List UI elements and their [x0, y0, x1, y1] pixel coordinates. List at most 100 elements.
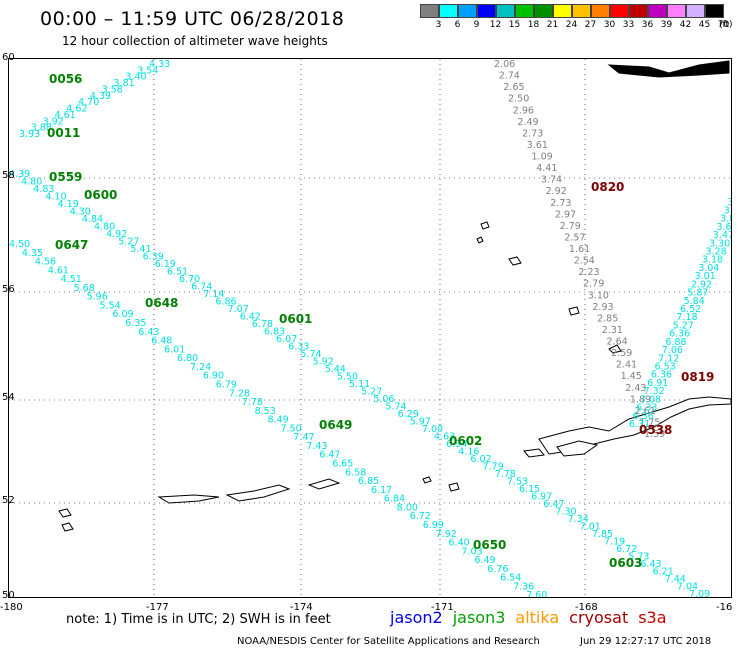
wave-height-label: 4.92	[106, 229, 127, 240]
pass-time-label: 0820	[591, 180, 624, 194]
wave-height-label: 5.11	[349, 379, 370, 390]
wave-height-label: 2.54	[574, 256, 595, 267]
wave-height-label: 5.74	[385, 402, 406, 413]
wave-height-label: 5.27	[361, 387, 382, 398]
wave-height-label: 8.53	[255, 406, 276, 417]
wave-height-label: 2.41	[616, 360, 637, 371]
wave-height-label: 6.97	[531, 492, 552, 503]
pass-time-label: 0600	[84, 188, 117, 202]
wave-height-label: 8.00	[397, 502, 418, 513]
page-subtitle: 12 hour collection of altimeter wave hei…	[62, 34, 328, 48]
wave-height-label: 6.74	[191, 282, 212, 293]
legend-swatch	[515, 4, 534, 18]
wave-height-label: 6.83	[264, 327, 285, 338]
wave-height-label: 6.40	[449, 538, 470, 549]
wave-height-label: 4.63	[434, 432, 455, 443]
legend-label: 18	[527, 20, 540, 30]
wave-height-label: 6.53	[655, 362, 676, 373]
pass-time-label: 0819	[681, 370, 714, 384]
legend-swatch	[496, 4, 515, 18]
legend-swatch	[610, 4, 629, 18]
coastline	[58, 60, 732, 532]
legend-swatch	[439, 4, 458, 18]
wave-height-label: 5.54	[100, 301, 121, 312]
grid	[9, 59, 731, 597]
legend-label: 6	[454, 20, 461, 30]
wave-height-label: 2.59	[611, 348, 632, 359]
wave-height-label: 5.68	[74, 283, 95, 294]
map-panel: 4.33 3.54 3.40 3.81 3.58 4.39 4.70 4.62 4.61 3.92…	[8, 58, 740, 610]
map-canvas: 4.333.543.403.813.584.394.704.624.613.92…	[9, 59, 740, 610]
wave-height-label: 4.51	[61, 274, 82, 285]
wave-height-label: 6.15	[519, 484, 540, 495]
track-labels: 4.333.543.403.813.584.394.704.624.613.92…	[9, 59, 740, 610]
legend-label: 45	[698, 20, 711, 30]
wave-height-label: 4.50	[9, 239, 30, 250]
pass-time-label: 0649	[319, 418, 352, 432]
wave-height-label: 4.84	[82, 214, 103, 225]
wave-height-label: 7.19	[604, 537, 625, 548]
wave-height-label: 5.73	[628, 552, 649, 563]
wave-height-label: 7.53	[507, 477, 528, 488]
x-tick-label: -168	[575, 602, 598, 613]
wave-height-label: 2.96	[513, 105, 534, 116]
x-tick-label: -177	[146, 602, 169, 613]
wave-height-label: 7.01	[580, 522, 601, 533]
x-tick-label: -16	[716, 602, 733, 613]
y-tick-label: 54	[2, 392, 15, 403]
wave-height-label: 4.39	[9, 169, 30, 180]
y-tick-label: 50	[2, 590, 15, 601]
wave-height-label: 1.09	[532, 152, 553, 163]
pass-time-label: 0538	[639, 423, 672, 437]
wave-height-label: 3.40	[125, 72, 146, 83]
wave-height-label: 5.44	[325, 364, 346, 375]
wave-height-label: 6.17	[371, 485, 392, 496]
wave-height-label: 7.36	[513, 581, 534, 592]
legend-swatch	[553, 4, 572, 18]
wave-height-label: 6.07	[276, 334, 297, 345]
wave-height-label: 3.93	[19, 129, 40, 140]
wave-height-label: 5.06	[373, 394, 394, 405]
wave-height-label: 2.43	[625, 383, 646, 394]
wave-height-label: 7.24	[190, 362, 211, 373]
wave-height-label: 2.61	[635, 406, 656, 417]
wave-height-label: 3.28	[706, 247, 727, 258]
wave-height-label: 4.56	[35, 257, 56, 268]
wave-height-label: 4.10	[45, 192, 66, 203]
legend-swatch	[572, 4, 591, 18]
wave-height-label: 6.72	[410, 511, 431, 522]
wave-height-label: 6.54	[500, 573, 521, 584]
wave-height-label: 3.54	[137, 65, 158, 76]
wave-height-label: 6.80	[177, 353, 198, 364]
wave-height-label: 6.65	[332, 459, 353, 470]
wave-height-label: 2.65	[503, 82, 524, 93]
wave-height-label: 3.10	[588, 290, 609, 301]
wave-height-label: 4.35	[22, 248, 43, 259]
wave-height-label: 2.23	[578, 267, 599, 278]
legend-swatch	[705, 4, 724, 18]
legend-label: 30	[603, 20, 616, 30]
wave-height-label: 2.57	[564, 232, 585, 243]
pass-time-label: 0647	[55, 238, 88, 252]
wave-height-label: 3.88	[31, 123, 52, 134]
wave-height-label: 2.79	[560, 221, 581, 232]
wave-height-label: 1.61	[569, 244, 590, 255]
wave-height-label: 2.31	[602, 325, 623, 336]
wave-height-label: 6.48	[151, 336, 172, 347]
legend-label: 33	[622, 20, 635, 30]
y-tick-label: 52	[2, 495, 15, 506]
wave-height-label: 5.96	[87, 292, 108, 303]
wave-height-label: 6.36	[669, 329, 690, 340]
timestamp-text: Jun 29 12:27:17 UTC 2018	[580, 636, 712, 647]
wave-height-label: 5.27	[118, 237, 139, 248]
wave-height-label: 6.43	[138, 327, 159, 338]
y-tick-label: 56	[2, 284, 15, 295]
wave-height-label: 2.73	[522, 128, 543, 139]
wave-height-label: 6.33	[636, 403, 657, 414]
wave-height-label: 2.73	[550, 198, 571, 209]
wave-height-label: 7.44	[665, 574, 686, 585]
wave-height-label: 3.47	[713, 230, 731, 241]
legend-label: 36	[641, 20, 654, 30]
wave-height-label: 6.76	[487, 564, 508, 575]
y-tick-label: 58	[2, 170, 15, 181]
